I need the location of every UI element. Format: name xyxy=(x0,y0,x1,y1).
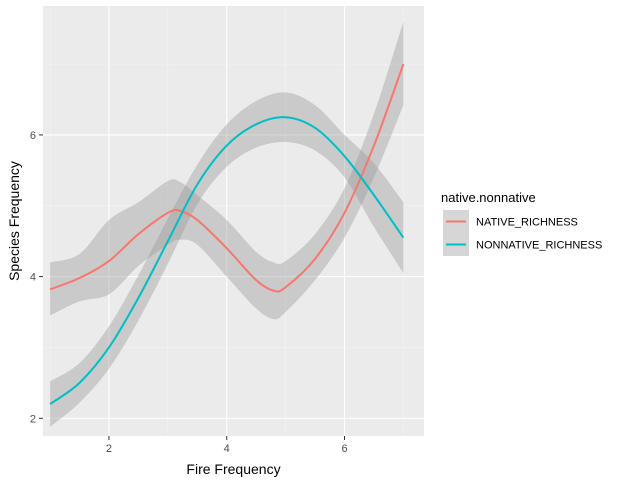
y-axis-ticks: 2 4 6 xyxy=(30,130,43,425)
x-tick-label: 2 xyxy=(106,443,112,455)
legend: native.nonnative NATIVE_RICHNESS NONNATIV… xyxy=(441,190,602,256)
y-tick-label: 2 xyxy=(30,413,36,425)
confidence-ribbons xyxy=(50,21,404,427)
legend-label-native-richness: NATIVE_RICHNESS xyxy=(476,217,578,229)
x-tick-label: 6 xyxy=(341,443,347,455)
series-lines xyxy=(49,63,405,405)
plot-panel xyxy=(43,6,424,436)
line-native-richness xyxy=(49,63,405,293)
x-axis-ticks: 2 4 6 xyxy=(106,436,348,455)
y-tick-label: 6 xyxy=(30,130,36,142)
legend-title: native.nonnative xyxy=(441,190,536,205)
legend-label-nonnative-richness: NONNATIVE_RICHNESS xyxy=(476,240,602,252)
grid-major xyxy=(43,6,424,436)
x-tick-label: 4 xyxy=(224,443,230,455)
x-axis-title: Fire Frequency xyxy=(186,461,280,477)
line-nonnative-richness xyxy=(49,116,405,405)
y-tick-label: 4 xyxy=(30,272,36,284)
ribbon-nonnative-richness xyxy=(50,92,404,427)
ribbon-native-richness xyxy=(50,21,404,320)
grid-minor xyxy=(43,6,424,436)
y-axis-title: Species Frequency xyxy=(6,161,22,281)
